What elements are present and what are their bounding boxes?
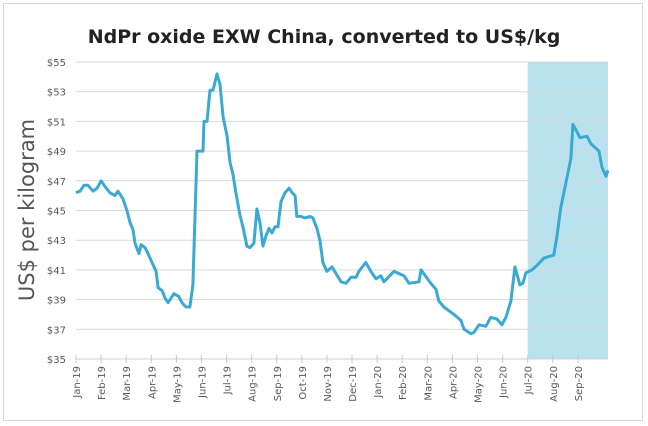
y-axis-label: US$ per kilogram — [15, 119, 39, 301]
x-tick-label: Oct-19 — [298, 366, 309, 400]
x-tick-label: Mar-19 — [122, 366, 133, 401]
y-tick-label: $41 — [47, 266, 66, 277]
x-tick-label: Dec-19 — [348, 366, 359, 402]
chart-frame — [3, 3, 643, 421]
x-tick-label: Sep-19 — [273, 366, 284, 401]
y-tick-label: $37 — [47, 325, 66, 336]
series-line — [75, 72, 610, 336]
x-tick-label: Jan-19 — [72, 366, 83, 399]
x-tick-label: Jul-20 — [524, 366, 535, 395]
x-tick-label: May-19 — [172, 366, 183, 403]
y-tick-label: $47 — [47, 177, 66, 188]
chart-title: NdPr oxide EXW China, converted to US$/k… — [87, 26, 561, 48]
x-tick-label: Jun-20 — [499, 366, 510, 399]
x-tick-label: Feb-19 — [97, 366, 108, 400]
x-tick-label: Apr-19 — [147, 366, 158, 399]
x-tick-label: May-20 — [474, 366, 485, 403]
y-tick-label: $55 — [47, 58, 66, 69]
y-tick-label: $35 — [47, 355, 66, 366]
x-tick-label: Mar-20 — [423, 366, 434, 401]
x-tick-label: Jun-19 — [197, 366, 208, 399]
x-tick-label: Jan-20 — [373, 366, 384, 399]
y-tick-label: $43 — [47, 236, 66, 247]
x-tick-label: Jul-19 — [223, 366, 234, 395]
y-tick-label: $53 — [47, 88, 66, 99]
y-tick-label: $39 — [47, 296, 66, 307]
y-tick-label: $51 — [47, 117, 66, 128]
y-tick-label: $45 — [47, 207, 66, 218]
y-tick-label: $49 — [47, 147, 66, 158]
x-tick-label: Sep-20 — [574, 366, 585, 401]
x-tick-label: Nov-19 — [323, 366, 334, 402]
x-tick-label: Feb-20 — [398, 366, 409, 400]
x-tick-label: Aug-20 — [549, 366, 560, 402]
x-tick-label: Apr-20 — [448, 366, 459, 399]
x-tick-label: Aug-19 — [248, 366, 259, 402]
